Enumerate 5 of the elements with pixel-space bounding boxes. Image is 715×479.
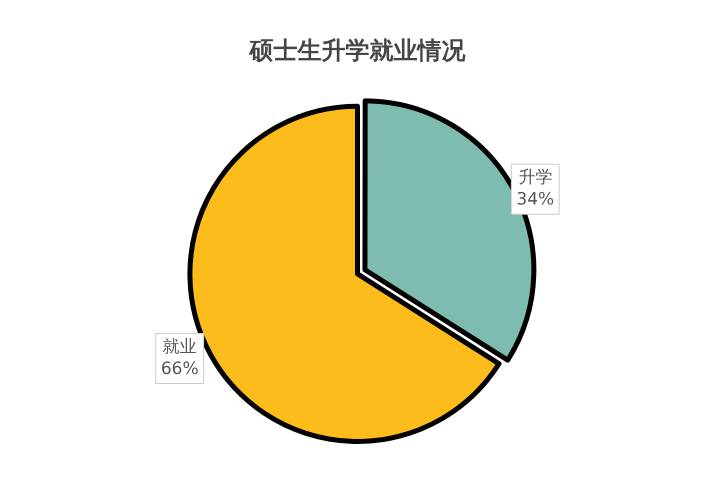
- data-label: 66%: [160, 358, 199, 379]
- slice-label: 就业: [162, 336, 197, 357]
- data-label: 34%: [516, 190, 554, 210]
- chart-title: 硕士生升学就业情况: [248, 36, 466, 65]
- slice-label: 升学: [518, 168, 552, 188]
